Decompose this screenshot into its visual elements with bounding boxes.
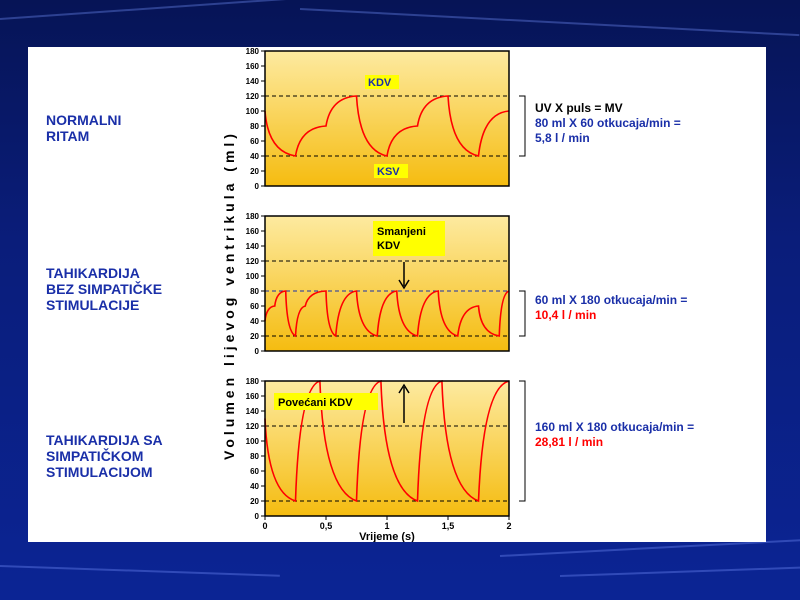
kdv-label: KDV xyxy=(368,77,392,89)
decorative-stripe xyxy=(0,565,280,577)
y-tick-label: 180 xyxy=(246,47,260,56)
reduced-kdv-label-line2: KDV xyxy=(377,240,401,252)
row-label-tachy-no-stim: TAHIKARDIJA BEZ SIMPATIČKE STIMULACIJE xyxy=(46,265,162,313)
x-tick-label: 0 xyxy=(262,521,267,531)
y-tick-label: 0 xyxy=(255,347,260,356)
y-tick-label: 0 xyxy=(255,512,260,521)
y-tick-label: 100 xyxy=(246,437,260,446)
volume-curve xyxy=(264,95,510,157)
y-tick-label: 120 xyxy=(246,422,260,431)
row-label-line: STIMULACIJE xyxy=(46,297,140,313)
equation-line: UV X puls = MV xyxy=(535,101,623,115)
y-tick-label: 40 xyxy=(250,482,259,491)
row-label-line: STIMULACIJOM xyxy=(46,464,153,480)
kdv-label-box xyxy=(365,75,399,89)
ksv-label: KSV xyxy=(377,166,400,178)
range-bracket xyxy=(519,290,526,337)
y-tick-label: 20 xyxy=(250,332,259,341)
y-tick-label: 120 xyxy=(246,92,260,101)
panel-background xyxy=(265,51,509,186)
y-tick-label: 100 xyxy=(246,107,260,116)
x-tick-label: 1 xyxy=(384,521,389,531)
down-arrow-head xyxy=(398,279,410,290)
equation-line: 5,8 l / min xyxy=(535,131,590,145)
panel-frame xyxy=(264,215,510,352)
reduced-kdv-label-line1: Smanjeni xyxy=(377,226,426,238)
y-tick-label: 140 xyxy=(246,407,260,416)
y-tick-label: 100 xyxy=(246,272,260,281)
y-tick-label: 80 xyxy=(250,122,259,131)
y-tick-label: 60 xyxy=(250,467,259,476)
decorative-stripe xyxy=(559,565,800,577)
x-tick-label: 1,5 xyxy=(442,521,455,531)
x-tick-label: 2 xyxy=(506,521,511,531)
range-bracket xyxy=(519,95,526,157)
row-label-line: TAHIKARDIJA SA xyxy=(46,432,163,448)
y-tick-label: 160 xyxy=(246,227,260,236)
equation-line: 80 ml X 60 otkucaja/min = xyxy=(535,116,681,130)
y-axis-label: Volumen lijevog ventrikula (ml) xyxy=(221,130,237,460)
y-tick-label: 20 xyxy=(250,497,259,506)
equation-line: 10,4 l / min xyxy=(535,308,596,322)
up-arrow-head xyxy=(398,383,410,394)
y-tick-label: 140 xyxy=(246,242,260,251)
y-tick-label: 180 xyxy=(246,212,260,221)
y-tick-label: 80 xyxy=(250,452,259,461)
range-bracket xyxy=(519,380,526,502)
row-label-line: NORMALNI xyxy=(46,112,122,128)
increased-kdv-box xyxy=(274,393,378,410)
slide-content: NORMALNI RITAM TAHIKARDIJA BEZ SIMPATIČK… xyxy=(28,47,766,542)
y-tick-label: 60 xyxy=(250,302,259,311)
row-label-line: SIMPATIČKOM xyxy=(46,448,144,464)
y-tick-label: 40 xyxy=(250,152,259,161)
reduced-kdv-box xyxy=(373,221,445,256)
increased-kdv-label: Povećani KDV xyxy=(278,397,353,409)
y-tick-label: 40 xyxy=(250,317,259,326)
y-tick-label: 120 xyxy=(246,257,260,266)
x-axis-label: Vrijeme (s) xyxy=(359,531,415,542)
row-label-tachy-stim: TAHIKARDIJA SA SIMPATIČKOM STIMULACIJOM xyxy=(46,432,163,480)
volume-curve xyxy=(264,290,510,338)
y-tick-label: 180 xyxy=(246,377,260,386)
y-tick-label: 160 xyxy=(246,392,260,401)
row-label-normal: NORMALNI RITAM xyxy=(46,112,121,144)
y-tick-label: 60 xyxy=(250,137,259,146)
decorative-stripe xyxy=(299,8,800,37)
ksv-label-box xyxy=(374,164,408,178)
x-tick-label: 0,5 xyxy=(320,521,333,531)
y-tick-label: 80 xyxy=(250,287,259,296)
charts-svg: 0204060801001201401601800204060801001201… xyxy=(221,47,694,542)
y-tick-label: 20 xyxy=(250,167,259,176)
y-tick-label: 160 xyxy=(246,62,260,71)
equation-line: 60 ml X 180 otkucaja/min = xyxy=(535,293,687,307)
y-tick-label: 140 xyxy=(246,77,260,86)
row-label-line: RITAM xyxy=(46,128,90,144)
y-tick-label: 0 xyxy=(255,182,260,191)
equation-line: 28,81 l / min xyxy=(535,435,603,449)
row-label-line: TAHIKARDIJA xyxy=(46,265,140,281)
panel-frame xyxy=(264,50,510,187)
equation-line: 160 ml X 180 otkucaja/min = xyxy=(535,420,694,434)
row-label-line: BEZ SIMPATIČKE xyxy=(46,281,163,297)
